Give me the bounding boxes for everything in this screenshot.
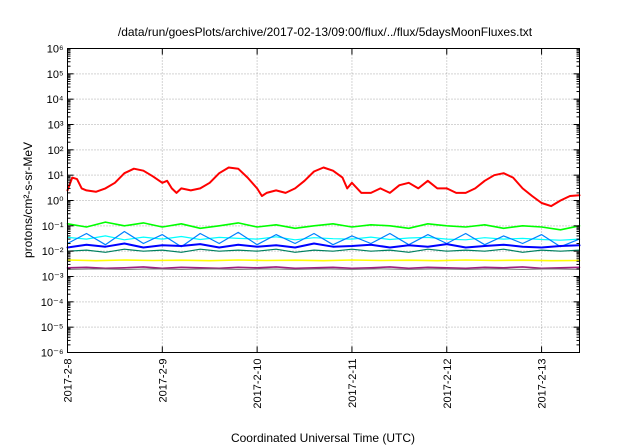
x-axis-title: Coordinated Universal Time (UTC) xyxy=(231,431,415,445)
series-line-2 xyxy=(66,221,581,231)
series-line-8 xyxy=(66,266,581,270)
x-tick-label: 2017-2-13 xyxy=(537,359,549,409)
y-tick-label: 10⁰ xyxy=(47,196,64,208)
y-tick-label: 10¹ xyxy=(48,170,64,182)
y-tick-label: 10⁻⁶ xyxy=(41,348,64,360)
series-line-1 xyxy=(66,166,581,208)
series-line-9 xyxy=(67,268,580,270)
y-tick-label: 10⁻² xyxy=(42,246,64,258)
y-tick-labels: 10⁻⁶ 10⁻⁵ 10⁻⁴ 10⁻³ 10⁻² 10⁻¹ 10⁰ 10¹ 10² 10³ 10⁴ 1… xyxy=(41,44,64,360)
y-tick-label: 10⁶ xyxy=(47,44,64,56)
x-tick-label: 2017-2-12 xyxy=(442,359,454,409)
x-tick-labels: 2017-2-8 2017-2-9 2017-2-10 2017-2-11 2017-2… xyxy=(63,359,549,409)
y-tick-label: 10⁻⁵ xyxy=(41,322,64,334)
y-tick-label: 10⁴ xyxy=(47,94,64,106)
y-tick-label: 10⁵ xyxy=(47,69,64,81)
y-tick-label: 10³ xyxy=(48,120,64,132)
x-tick-label: 2017-2-9 xyxy=(157,359,169,403)
y-tick-label: 10⁻³ xyxy=(42,272,64,284)
x-tick-label: 2017-2-11 xyxy=(347,359,359,408)
series-line-7 xyxy=(66,259,581,262)
y-axis-title: protons/cm²-s-sr-MeV xyxy=(21,142,35,258)
x-tick-label: 2017-2-10 xyxy=(252,359,264,409)
y-tick-label: 10² xyxy=(48,145,64,157)
grid-lines xyxy=(67,48,580,353)
y-tick-label: 10⁻¹ xyxy=(42,221,64,233)
series-line-6 xyxy=(66,248,581,253)
y-tick-label: 10⁻⁴ xyxy=(41,297,64,309)
chart-title: /data/run/goesPlots/archive/2017-02-13/0… xyxy=(118,25,533,39)
x-tick-label: 2017-2-8 xyxy=(63,359,75,403)
series-line-4 xyxy=(66,230,581,248)
axis-ticks xyxy=(67,48,580,353)
data-series xyxy=(66,166,581,270)
series-line-5 xyxy=(66,242,581,249)
series-line-3 xyxy=(66,235,581,241)
